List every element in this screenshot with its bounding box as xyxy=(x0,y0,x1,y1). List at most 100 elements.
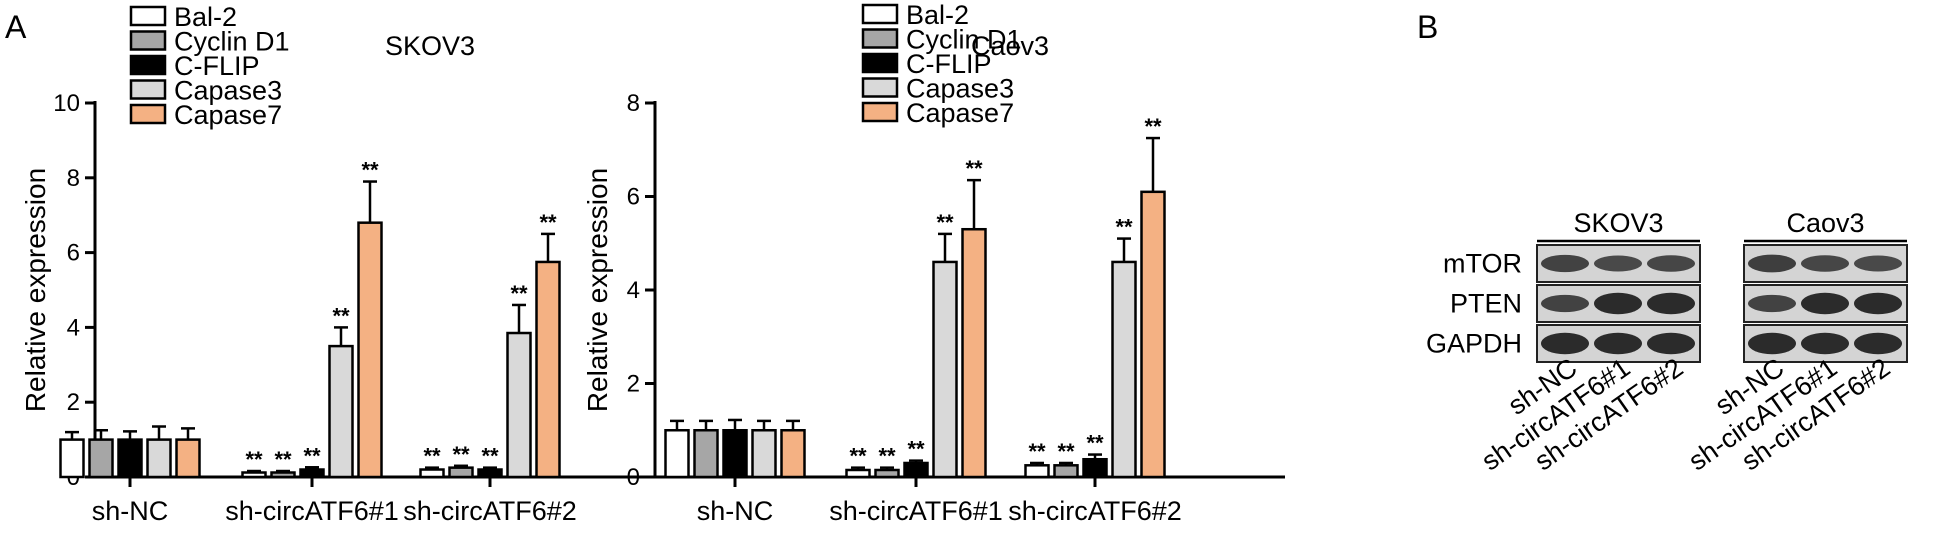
bar-cyclin-d1 xyxy=(874,468,900,479)
chart-title: SKOV3 xyxy=(385,31,475,61)
bar-bal-2 xyxy=(419,468,445,479)
chart-skov3: SKOV3 Relative expression 0 2 4 6 8 10 sh-NC sh-c… xyxy=(20,31,720,526)
y-tick-label: 6 xyxy=(67,240,80,267)
bar-bal-2 xyxy=(845,468,871,479)
blot-cell-line-label: Caov3 xyxy=(1786,208,1864,238)
blot-cell-line-label: SKOV3 xyxy=(1573,208,1663,238)
bar-capase7 xyxy=(535,260,561,479)
category-label: sh-NC xyxy=(92,496,169,526)
blot-protein-label: PTEN xyxy=(1450,289,1522,319)
y-tick-label: 4 xyxy=(67,314,80,341)
bar-capase3 xyxy=(328,344,354,479)
significance-label: ** xyxy=(965,156,983,181)
bar-bal-2 xyxy=(1024,464,1050,479)
legend-label: Cyclin D1 xyxy=(906,25,1022,55)
legend-swatch xyxy=(129,30,167,51)
blot-band xyxy=(1594,255,1642,272)
category-label: sh-circATF6#1 xyxy=(225,496,399,526)
chart-title: Caov3 xyxy=(971,31,1049,61)
legend-label: Bal-2 xyxy=(174,2,237,32)
y-tick-label: 8 xyxy=(627,90,640,117)
bar-capase7 xyxy=(961,227,987,479)
blot-band xyxy=(1541,294,1589,313)
y-tick-label: 10 xyxy=(53,90,80,117)
bar-cyclin-d1 xyxy=(88,438,114,479)
bar-cyclin-d1 xyxy=(693,429,719,479)
y-tick-label: 4 xyxy=(627,277,640,304)
blot-band xyxy=(1748,254,1796,273)
bar-capase7 xyxy=(780,429,806,479)
category-label: sh-circATF6#1 xyxy=(829,496,1003,526)
bar-cyclin-d1 xyxy=(270,471,296,479)
legend-swatch xyxy=(129,103,167,125)
significance-label: ** xyxy=(1115,215,1133,240)
y-tick-label: 6 xyxy=(627,184,640,211)
legend-swatch xyxy=(861,101,899,123)
blot-band xyxy=(1748,332,1796,355)
significance-label: ** xyxy=(481,444,499,469)
blot-band xyxy=(1594,332,1642,355)
legend-swatch xyxy=(861,28,899,49)
significance-label: ** xyxy=(849,444,867,469)
blot-band xyxy=(1647,292,1695,315)
significance-label: ** xyxy=(1028,439,1046,464)
bar-cyclin-d1 xyxy=(1053,464,1079,479)
blot-band xyxy=(1594,292,1642,315)
blot-band xyxy=(1801,255,1849,272)
bar-capase3 xyxy=(751,429,777,479)
bar-capase3 xyxy=(932,260,958,479)
legend-label: Cyclin D1 xyxy=(174,27,290,57)
significance-label: ** xyxy=(361,158,379,183)
bar-c-flip xyxy=(903,461,929,479)
blot-band xyxy=(1748,294,1796,313)
significance-label: ** xyxy=(510,281,528,306)
category-label: sh-circATF6#2 xyxy=(1008,496,1182,526)
significance-label: ** xyxy=(332,303,350,328)
y-tick-label: 0 xyxy=(627,464,640,491)
bar-capase7 xyxy=(1140,190,1166,479)
blot-band xyxy=(1541,332,1589,355)
bar-capase3 xyxy=(146,438,172,479)
blot-band xyxy=(1541,254,1589,273)
legend-swatch xyxy=(861,52,899,74)
blot-protein-label: GAPDH xyxy=(1426,329,1522,359)
blot-band xyxy=(1854,332,1902,355)
significance-label: ** xyxy=(423,444,441,469)
bar-cyclin-d1 xyxy=(448,466,474,479)
significance-label: ** xyxy=(303,443,321,468)
y-tick-label: 2 xyxy=(627,371,640,398)
legend-label: Capase3 xyxy=(174,76,282,106)
legend-label: Capase7 xyxy=(906,98,1014,128)
bar-c-flip xyxy=(299,468,325,479)
y-tick-label: 2 xyxy=(67,389,80,416)
category-label: sh-circATF6#2 xyxy=(403,496,577,526)
bar-c-flip xyxy=(117,438,143,479)
legend-label: Bal-2 xyxy=(906,0,969,30)
y-tick-label: 8 xyxy=(67,165,80,192)
blot-band xyxy=(1854,292,1902,315)
bar-capase7 xyxy=(175,438,201,479)
bar-bal-2 xyxy=(59,438,85,479)
legend-label: Capase3 xyxy=(906,74,1014,104)
significance-label: ** xyxy=(1057,439,1075,464)
y-axis-label: Relative expression xyxy=(582,168,613,412)
significance-label: ** xyxy=(936,210,954,235)
bar-c-flip xyxy=(1082,457,1108,479)
bar-capase7 xyxy=(357,221,383,479)
blot-band xyxy=(1801,332,1849,355)
category-label: sh-NC xyxy=(697,496,774,526)
blot-band xyxy=(1801,292,1849,315)
bar-c-flip xyxy=(722,429,748,479)
significance-label: ** xyxy=(907,437,925,462)
y-axis-label: Relative expression xyxy=(20,168,51,412)
bar-capase3 xyxy=(1111,260,1137,479)
legend-swatch xyxy=(129,5,167,27)
bar-bal-2 xyxy=(241,471,267,479)
legend-label: C-FLIP xyxy=(906,49,992,79)
blot-band xyxy=(1854,255,1902,272)
legend-swatch xyxy=(861,3,899,25)
significance-label: ** xyxy=(539,210,557,235)
